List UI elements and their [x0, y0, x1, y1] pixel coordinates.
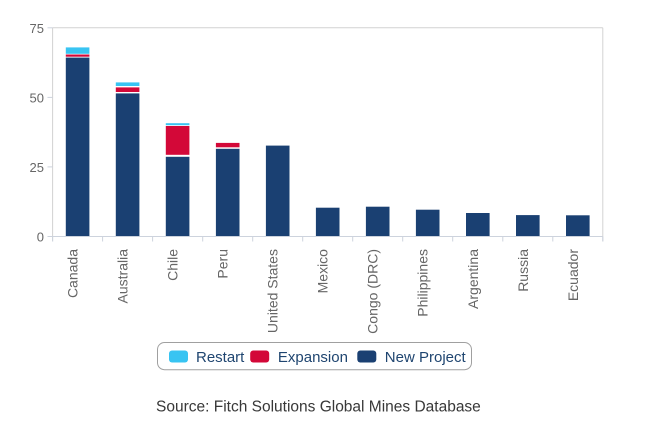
svg-text:United States: United States [265, 249, 281, 333]
svg-text:75: 75 [30, 21, 44, 36]
svg-text:Congo (DRC): Congo (DRC) [365, 249, 381, 334]
svg-text:Source: Fitch Solutions Global: Source: Fitch Solutions Global Mines Dat… [156, 399, 481, 416]
svg-text:Russia: Russia [515, 249, 531, 292]
svg-text:0: 0 [37, 230, 44, 245]
svg-text:Chile: Chile [165, 249, 181, 281]
svg-text:Philippines: Philippines [415, 249, 431, 317]
svg-text:25: 25 [30, 160, 44, 175]
svg-text:Peru: Peru [215, 249, 231, 279]
svg-text:Australia: Australia [115, 249, 131, 304]
svg-text:Restart: Restart [196, 349, 245, 366]
svg-text:50: 50 [30, 90, 44, 105]
svg-text:Argentina: Argentina [465, 249, 481, 309]
svg-text:Expansion: Expansion [278, 349, 348, 366]
svg-text:Ecuador: Ecuador [565, 249, 581, 301]
svg-text:Mexico: Mexico [315, 249, 331, 294]
svg-text:New Project: New Project [385, 349, 467, 366]
svg-text:Canada: Canada [65, 249, 81, 298]
